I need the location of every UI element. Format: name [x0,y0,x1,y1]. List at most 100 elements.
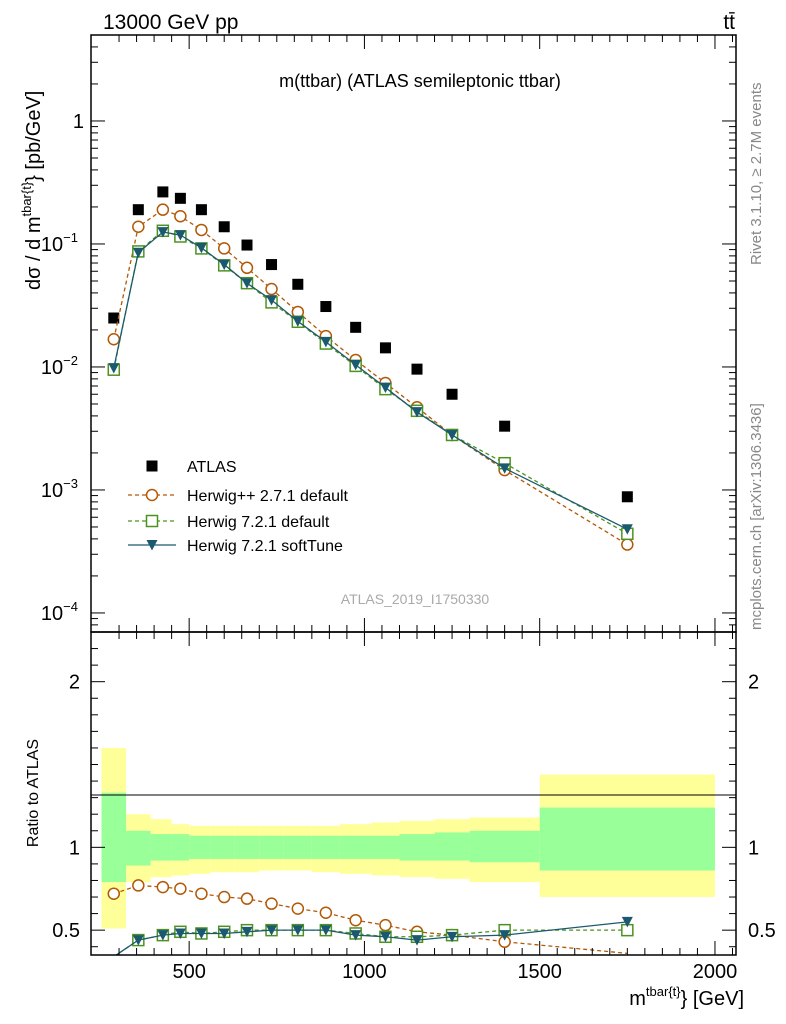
main-data-point [379,342,391,354]
main-ytick-label: 10−1 [41,230,78,256]
ratio-data-point [107,887,121,900]
main-data-point [320,336,332,348]
legend-marker [146,460,158,472]
ratio-band-inner [101,792,127,883]
main-panel: 10−4 10−3 10−2 10−1 1 m(ttbar) (ATLAS semile… [19,34,737,633]
rivet-label: Rivet 3.1.10, ≥ 2.7M events [748,83,765,266]
main-data-point [132,220,145,234]
ratio-data-point [350,930,362,941]
ratio-band-inner [171,834,190,861]
legend: ATLAS Herwig++ 2.7.1 default Herwig 7.2.1 … [128,459,349,555]
main-data-point [241,278,253,289]
ratio-data-point [266,925,278,936]
ratio-xtick-label: 500 [172,961,205,983]
main-series-line [113,231,628,530]
ratio-ytick-label: 0.5 [52,920,80,942]
ratio-data-point [265,897,278,910]
main-data-point [499,420,511,432]
ratio-xtick-label: 1500 [517,961,562,983]
ratio-band-inner [434,832,470,861]
main-data-point [241,239,253,251]
main-series-0 [108,186,633,503]
ratio-ytick-label-right: 1 [748,837,759,859]
energy-label: 13000 GeV pp [103,11,238,34]
main-data-point [499,463,511,474]
main-series-line [113,208,628,546]
main-data-point [350,321,362,333]
ratio-data-point [157,930,169,941]
legend-label: ATLAS [187,459,237,476]
main-data-point [132,204,144,216]
ratio-band-inner [399,834,435,861]
main-data-point [218,221,230,233]
main-data-point [195,242,207,254]
ratio-ytick-label-right: 0.5 [748,920,776,942]
ratio-data-point [446,931,458,943]
legend-label: Herwig 7.2.1 default [187,514,330,531]
ratio-band-inner [259,835,284,859]
ratio-data-point [349,913,362,927]
main-data-point [218,259,230,271]
main-data-point [379,382,391,394]
ratio-ylabel: Ratio to ATLAS [25,739,42,847]
legend-marker [145,514,159,528]
ratio-band-inner [371,835,400,859]
main-ytick-label: 10−4 [41,599,78,625]
ratio-ytick-label-right: 2 [748,672,759,694]
main-data-point [240,261,254,275]
ratio-series-0 [107,879,628,954]
main-data-point [446,388,458,400]
main-data-point [157,227,169,238]
ratio-data-point [132,935,144,946]
main-data-point [320,301,332,313]
ratio-data-point [319,906,333,920]
watermark: ATLAS_2019_I1750330 [341,591,490,607]
main-ytick-label: 10−2 [41,353,78,379]
ratio-data-point [379,918,392,932]
ratio-band-inner [150,834,172,861]
process-label: tt̄ [723,11,735,34]
main-data-point [621,538,634,551]
main-data-point [292,278,304,290]
main-data-point [266,295,278,306]
ratio-data-point [291,902,305,915]
main-data-point [446,430,458,441]
main-data-point [266,259,278,271]
ratio-band-inner [311,835,340,859]
main-data-point [217,242,231,255]
ratio-series-line [115,921,628,955]
main-data-point [621,524,633,535]
main-data-point [265,282,278,296]
ratio-band-inner [339,835,372,859]
ratio-data-point [499,930,511,941]
legend-label: Herwig 7.2.1 softTune [187,538,343,555]
legend-entry: Herwig 7.2.1 default [128,514,330,531]
legend-entry: ATLAS [146,459,237,476]
ratio-series-2 [115,916,633,955]
ratio-data-point [320,925,332,936]
main-data-point [107,332,121,346]
ratio-data-point [240,892,254,905]
main-series-3 [108,227,633,535]
ratio-data-point [292,925,304,936]
ratio-data-point [174,928,186,939]
ratio-data-point [241,926,253,938]
main-ylabel: dσ / d mtbar{t}} [pb/GeV] [19,91,45,290]
ratio-data-point [174,882,187,895]
ratio-band-inner [126,830,151,866]
ratio-data-point [195,928,207,939]
main-data-point [195,223,208,237]
main-data-point [108,363,120,374]
ratio-series-line [113,884,628,954]
ratio-data-point [379,931,391,943]
main-data-point [195,204,207,216]
main-data-point [411,407,423,418]
main-data-point [157,186,169,198]
main-data-point [621,491,633,503]
main-data-point [174,210,187,223]
ratio-ytick-label: 2 [69,672,80,694]
legend-entry: Herwig 7.2.1 softTune [128,538,343,555]
ratio-band-inner [210,835,235,859]
ratio-data-point [621,916,633,928]
ratio-ytick-label: 1 [69,837,80,859]
